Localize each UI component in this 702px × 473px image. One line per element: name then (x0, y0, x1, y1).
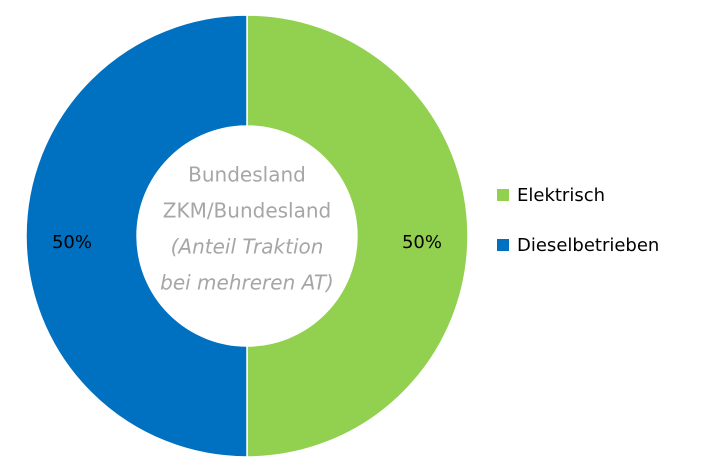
center-text: (Anteil Traktion (171, 235, 324, 259)
donut-segment (25, 14, 248, 458)
center-text: bei mehreren AT) (160, 271, 334, 295)
legend-swatch (497, 189, 509, 201)
legend-swatch (497, 239, 509, 251)
center-text: Bundesland (188, 163, 306, 187)
donut-segment (246, 14, 469, 458)
data-label: 50% (52, 232, 92, 253)
center-text: ZKM/Bundesland (163, 199, 332, 223)
legend-label: Dieselbetrieben (517, 235, 659, 256)
data-label: 50% (402, 232, 442, 253)
legend-label: Elektrisch (517, 185, 605, 206)
